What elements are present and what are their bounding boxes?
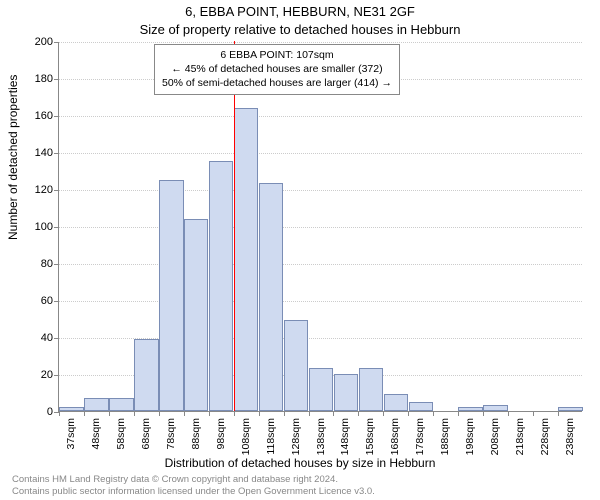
xtick-mark (209, 411, 210, 416)
ytick-label: 40 (0, 332, 53, 344)
xtick-mark (234, 411, 235, 416)
ytick-label: 0 (0, 406, 53, 418)
xtick-mark (458, 411, 459, 416)
ytick-mark (54, 153, 59, 154)
xtick-mark (508, 411, 509, 416)
histogram-bar (558, 407, 582, 411)
property-marker-line (234, 41, 235, 411)
gridline (59, 153, 582, 154)
ytick-label: 60 (0, 295, 53, 307)
histogram-bar (184, 219, 208, 411)
ytick-label: 120 (0, 184, 53, 196)
xtick-mark (408, 411, 409, 416)
gridline (59, 42, 582, 43)
xtick-mark (333, 411, 334, 416)
xtick-mark (84, 411, 85, 416)
callout-line-2: ← 45% of detached houses are smaller (37… (162, 62, 392, 76)
ytick-mark (54, 190, 59, 191)
callout-line-1: 6 EBBA POINT: 107sqm (162, 48, 392, 62)
xtick-mark (358, 411, 359, 416)
xtick-mark (59, 411, 60, 416)
xtick-mark (284, 411, 285, 416)
callout-box: 6 EBBA POINT: 107sqm← 45% of detached ho… (154, 44, 400, 95)
ytick-mark (54, 375, 59, 376)
xtick-mark (159, 411, 160, 416)
histogram-bar (334, 374, 358, 411)
gridline (59, 116, 582, 117)
ytick-label: 80 (0, 258, 53, 270)
xtick-mark (184, 411, 185, 416)
histogram-bar (209, 161, 233, 411)
histogram-bar (409, 402, 433, 411)
chart-title-description: Size of property relative to detached ho… (0, 22, 600, 37)
xtick-mark (558, 411, 559, 416)
ytick-label: 140 (0, 147, 53, 159)
plot-area: 02040608010012014016018020037sqm48sqm58s… (58, 42, 582, 412)
histogram-bar (284, 320, 308, 411)
xtick-mark (259, 411, 260, 416)
ytick-mark (54, 301, 59, 302)
callout-line-3: 50% of semi-detached houses are larger (… (162, 76, 392, 90)
chart-container: 6, EBBA POINT, HEBBURN, NE31 2GF Size of… (0, 0, 600, 500)
attribution-footer: Contains HM Land Registry data © Crown c… (12, 474, 375, 498)
ytick-mark (54, 79, 59, 80)
histogram-bar (109, 398, 133, 411)
gridline (59, 227, 582, 228)
ytick-mark (54, 264, 59, 265)
chart-title-address: 6, EBBA POINT, HEBBURN, NE31 2GF (0, 4, 600, 19)
ytick-mark (54, 227, 59, 228)
histogram-bar (458, 407, 482, 411)
xtick-mark (309, 411, 310, 416)
histogram-bar (134, 339, 158, 411)
ytick-label: 100 (0, 221, 53, 233)
gridline (59, 301, 582, 302)
gridline (59, 264, 582, 265)
xtick-mark (109, 411, 110, 416)
histogram-bar (359, 368, 383, 411)
gridline (59, 190, 582, 191)
ytick-mark (54, 338, 59, 339)
footer-line-1: Contains HM Land Registry data © Crown c… (12, 474, 375, 486)
ytick-label: 180 (0, 73, 53, 85)
histogram-bar (234, 108, 258, 411)
ytick-label: 160 (0, 110, 53, 122)
x-axis-label: Distribution of detached houses by size … (0, 456, 600, 470)
histogram-bar (309, 368, 333, 411)
ytick-mark (54, 42, 59, 43)
histogram-bar (84, 398, 108, 411)
ytick-label: 20 (0, 369, 53, 381)
xtick-mark (533, 411, 534, 416)
histogram-bar (59, 407, 83, 411)
xtick-mark (134, 411, 135, 416)
histogram-bar (384, 394, 408, 411)
histogram-bar (259, 183, 283, 411)
histogram-bar (159, 180, 183, 411)
xtick-mark (383, 411, 384, 416)
xtick-mark (483, 411, 484, 416)
xtick-mark (433, 411, 434, 416)
histogram-bar (483, 405, 507, 411)
footer-line-2: Contains public sector information licen… (12, 486, 375, 498)
ytick-label: 200 (0, 36, 53, 48)
ytick-mark (54, 116, 59, 117)
